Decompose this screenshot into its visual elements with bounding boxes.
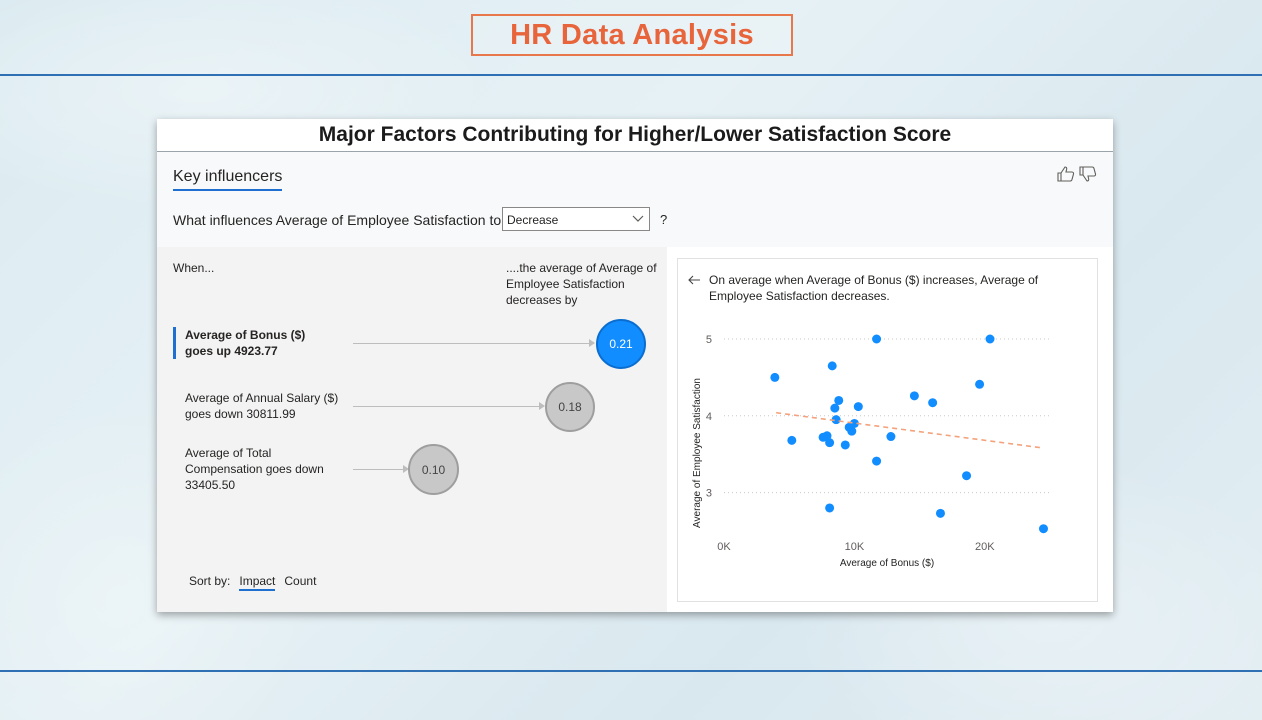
data-point bbox=[975, 379, 985, 389]
data-point bbox=[825, 503, 835, 513]
thumbs-up-icon[interactable] bbox=[1057, 166, 1075, 187]
sort-controls: Sort by: Impact Count bbox=[189, 574, 316, 591]
key-influencers-panel: Major Factors Contributing for Higher/Lo… bbox=[157, 119, 1113, 612]
influencer-connector bbox=[353, 469, 403, 470]
data-point bbox=[770, 372, 780, 382]
data-point bbox=[827, 361, 837, 371]
feedback-buttons bbox=[1057, 166, 1097, 187]
question-suffix: ? bbox=[660, 212, 668, 227]
influencer-connector bbox=[353, 343, 589, 344]
panel-title: Major Factors Contributing for Higher/Lo… bbox=[157, 119, 1113, 152]
sort-by-label: Sort by: bbox=[189, 574, 231, 588]
data-point bbox=[840, 440, 850, 450]
key-influencers-header: Key influencers What influences Average … bbox=[157, 152, 1113, 247]
page-title: HR Data Analysis bbox=[510, 18, 754, 51]
data-point bbox=[872, 334, 882, 344]
sort-impact-button[interactable]: Impact bbox=[239, 574, 276, 591]
influencer-bubble[interactable]: 0.10 bbox=[408, 444, 459, 495]
back-arrow-icon[interactable] bbox=[688, 272, 701, 288]
x-axis-title: Average of Bonus ($) bbox=[840, 558, 934, 569]
data-point bbox=[909, 391, 919, 401]
data-point bbox=[822, 431, 832, 441]
influencers-list: When... ....the average of Average of Em… bbox=[157, 247, 667, 612]
x-tick-label: 20K bbox=[975, 541, 995, 553]
influencer-label[interactable]: Average of Annual Salary ($) goes down 3… bbox=[185, 391, 339, 421]
trend-line bbox=[776, 411, 1044, 449]
data-point bbox=[872, 456, 882, 466]
data-point bbox=[886, 432, 896, 442]
y-tick-label: 4 bbox=[706, 411, 712, 423]
influencer-explanation: On average when Average of Bonus ($) inc… bbox=[709, 273, 1039, 303]
influencer-label[interactable]: Average of Total Compensation goes down … bbox=[185, 446, 324, 492]
data-point bbox=[834, 395, 844, 405]
effect-header: ....the average of Average of Employee S… bbox=[506, 261, 657, 307]
influencer-bubble[interactable]: 0.21 bbox=[596, 319, 646, 369]
data-point bbox=[985, 334, 995, 344]
data-point bbox=[853, 402, 863, 412]
direction-dropdown[interactable]: Decrease bbox=[502, 207, 650, 231]
when-label: When... bbox=[173, 261, 215, 275]
data-point bbox=[962, 471, 972, 481]
data-point bbox=[830, 403, 840, 413]
bonus-satisfaction-scatter: 3 4 5 0K 10K 20K Average of Bonus ($) Average o… bbox=[692, 334, 1050, 569]
data-point bbox=[935, 508, 945, 518]
influencer-detail-card: On average when Average of Bonus ($) inc… bbox=[677, 258, 1098, 602]
question-label: What influences Average of Employee Sati… bbox=[173, 212, 502, 228]
page-title-box: HR Data Analysis bbox=[471, 14, 793, 56]
selection-indicator bbox=[173, 327, 176, 359]
tab-key-influencers[interactable]: Key influencers bbox=[173, 168, 283, 191]
data-point bbox=[847, 426, 857, 436]
data-point bbox=[831, 415, 841, 425]
x-tick-label: 10K bbox=[845, 541, 865, 553]
y-axis-title: Average of Employee Satisfaction bbox=[692, 378, 703, 528]
connector-arrow bbox=[589, 339, 595, 347]
y-tick-label: 3 bbox=[706, 488, 712, 500]
data-point bbox=[928, 398, 938, 408]
y-tick-label: 5 bbox=[706, 334, 712, 346]
connector-arrow bbox=[539, 402, 545, 410]
x-tick-label: 0K bbox=[717, 541, 731, 553]
dropdown-value: Decrease bbox=[507, 213, 559, 227]
data-point bbox=[1038, 524, 1048, 534]
sort-count-button[interactable]: Count bbox=[284, 574, 317, 588]
top-rule bbox=[0, 74, 1262, 76]
influencer-connector bbox=[353, 406, 539, 407]
data-point bbox=[825, 438, 835, 448]
bottom-rule bbox=[0, 670, 1262, 672]
influencer-label[interactable]: Average of Bonus ($) goes up 4923.77 bbox=[185, 328, 306, 358]
data-point bbox=[849, 418, 859, 428]
data-point bbox=[787, 435, 797, 445]
connector-arrow bbox=[403, 465, 409, 473]
influencer-bubble[interactable]: 0.18 bbox=[545, 382, 595, 432]
chevron-down-icon bbox=[632, 215, 644, 222]
thumbs-down-icon[interactable] bbox=[1079, 166, 1097, 187]
